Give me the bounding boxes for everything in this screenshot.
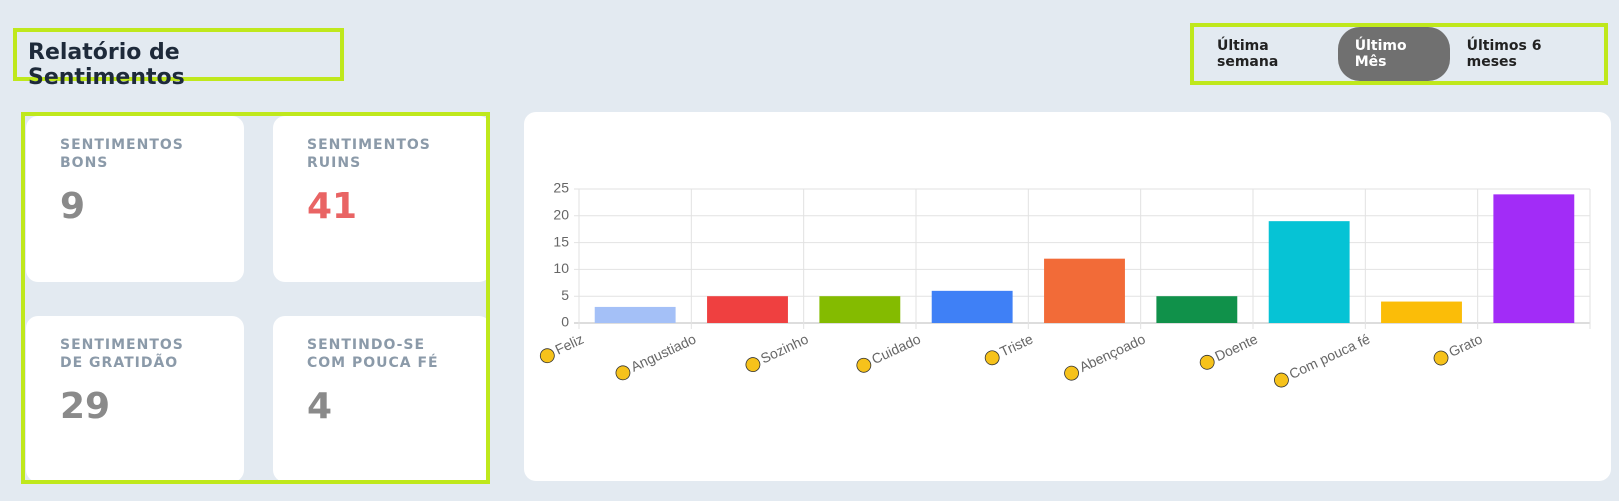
- card: SENTIMENTOS DE GRATIDÃO 29: [26, 316, 244, 480]
- x-tick-label: Com pouca fé: [1287, 330, 1373, 381]
- y-tick-label: 15: [553, 233, 569, 249]
- card-label: SENTIMENTOS BONS: [60, 137, 184, 171]
- x-tick-label: Triste: [997, 330, 1035, 359]
- tab-bar: Última semana Último Mês Últimos 6 meses: [1190, 23, 1608, 85]
- bar: [931, 290, 1013, 323]
- card: SENTIMENTOS BONS 9: [26, 116, 244, 282]
- card-value: 9: [60, 186, 86, 227]
- x-tick-label: Abençoado: [1077, 330, 1148, 375]
- emoji-icon: [1433, 350, 1449, 366]
- y-tick-label: 5: [561, 287, 569, 303]
- card-value: 41: [307, 186, 358, 227]
- card-value: 4: [307, 386, 333, 427]
- bar: [819, 296, 901, 323]
- x-tick: Abençoado: [1064, 330, 1148, 381]
- y-tick-label: 0: [561, 314, 569, 330]
- x-tick: Triste: [984, 330, 1036, 366]
- card-label: SENTIMENTOS DE GRATIDÃO: [60, 337, 184, 371]
- x-tick-label: Doente: [1212, 330, 1260, 364]
- y-tick-label: 10: [553, 260, 569, 276]
- page-title: Relatório de Sentimentos: [13, 28, 344, 90]
- bar: [594, 306, 676, 323]
- bar: [707, 296, 788, 323]
- emoji-icon: [539, 348, 555, 364]
- bar: [1044, 258, 1125, 323]
- emoji-icon: [984, 350, 1000, 366]
- x-tick: Com pouca fé: [1274, 330, 1373, 388]
- tab[interactable]: Último Mês: [1337, 27, 1450, 81]
- emoji-icon: [1274, 372, 1289, 388]
- chart-panel: 0 5 10 15 20 25 Feliz Angustiado Sozinho Cuidado T…: [524, 112, 1611, 481]
- x-tick-label: Sozinho: [758, 330, 811, 366]
- card-label: SENTINDO-SE COM POUCA FÉ: [307, 337, 439, 371]
- card: SENTIMENTOS RUINS 41: [273, 116, 486, 282]
- x-tick: Sozinho: [745, 330, 811, 373]
- tab[interactable]: Últimos 6 meses: [1466, 38, 1542, 70]
- x-tick: Doente: [1199, 330, 1260, 370]
- card-group: SENTIMENTOS BONS 9 SENTIMENTOS RUINS 41 SE…: [21, 112, 490, 484]
- x-tick-label: Cuidado: [869, 330, 923, 367]
- x-tick-label: Angustiado: [628, 330, 698, 374]
- tab[interactable]: Última semana: [1217, 38, 1279, 70]
- card: SENTINDO-SE COM POUCA FÉ 4: [273, 316, 486, 480]
- emoji-icon: [745, 357, 761, 373]
- emoji-icon: [1064, 365, 1079, 381]
- x-tick: Cuidado: [856, 330, 923, 373]
- bar: [1493, 194, 1575, 323]
- x-tick-label: Feliz: [552, 331, 586, 358]
- bar: [1381, 301, 1462, 323]
- x-tick: Grato: [1433, 330, 1485, 366]
- card-label: SENTIMENTOS RUINS: [307, 137, 431, 171]
- card-value: 29: [60, 386, 111, 427]
- emoji-icon: [856, 357, 872, 373]
- y-tick-label: 25: [553, 180, 569, 196]
- bar: [1268, 221, 1350, 323]
- y-tick-label: 20: [553, 207, 569, 223]
- emoji-icon: [1199, 354, 1215, 370]
- bar: [1156, 296, 1238, 323]
- emoji-icon: [615, 365, 631, 381]
- x-tick-label: Grato: [1446, 330, 1485, 359]
- x-tick: Feliz: [539, 331, 586, 364]
- chart: 0 5 10 15 20 25 Feliz Angustiado Sozinho Cuidado T…: [539, 180, 1591, 388]
- x-tick: Angustiado: [615, 330, 699, 381]
